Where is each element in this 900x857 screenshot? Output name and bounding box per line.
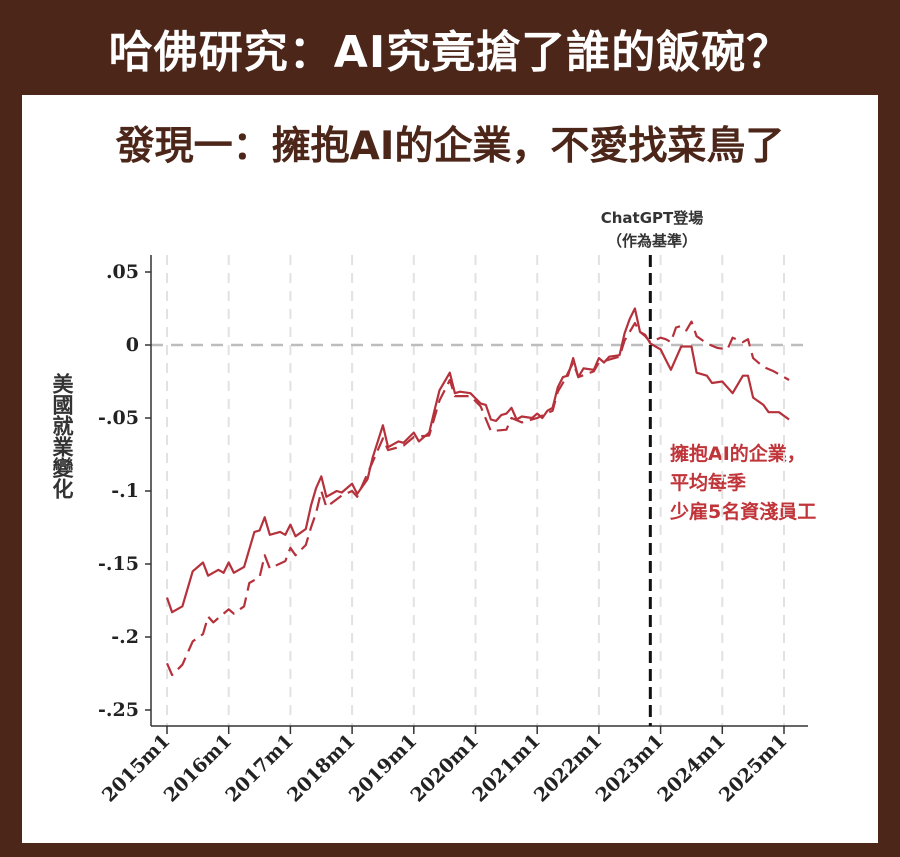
y-tick-label: .05: [106, 261, 139, 283]
series-line-solid: [165, 307, 790, 614]
chart-panel: 發現一：擁抱AI的企業，不愛找菜鳥了 美國就業變化 ChatGPT登場 （作為基…: [22, 95, 878, 843]
y-tick-label: -.05: [98, 407, 139, 429]
y-tick-label: -.2: [111, 626, 139, 648]
baseline-label: （作為基準）: [606, 232, 697, 250]
chart-subtitle: 發現一：擁抱AI的企業，不愛找菜鳥了: [115, 124, 785, 169]
chatgpt-annotation: ChatGPT登場 （作為基準）: [572, 207, 732, 253]
y-tick-label: -.1: [111, 480, 139, 502]
chatgpt-label: ChatGPT登場: [600, 209, 704, 227]
annotation-line: 少雇5名資淺員工: [670, 501, 817, 523]
finding-annotation: 擁抱AI的企業， 平均每季 少雇5名資淺員工: [670, 440, 816, 527]
y-tick-label: -.25: [98, 699, 139, 721]
y-tick-label: 0: [126, 334, 139, 356]
x-tick-label: 2025m1: [715, 730, 792, 807]
annotation-line: 擁抱AI的企業，: [670, 443, 806, 465]
y-axis-label: 美國就業變化: [50, 373, 74, 499]
y-tick-label: -.15: [98, 553, 139, 575]
series-line-dashed: [165, 320, 790, 677]
annotation-line: 平均每季: [670, 472, 747, 494]
page-title: 哈佛研究：AI究竟搶了誰的飯碗？: [108, 26, 792, 78]
